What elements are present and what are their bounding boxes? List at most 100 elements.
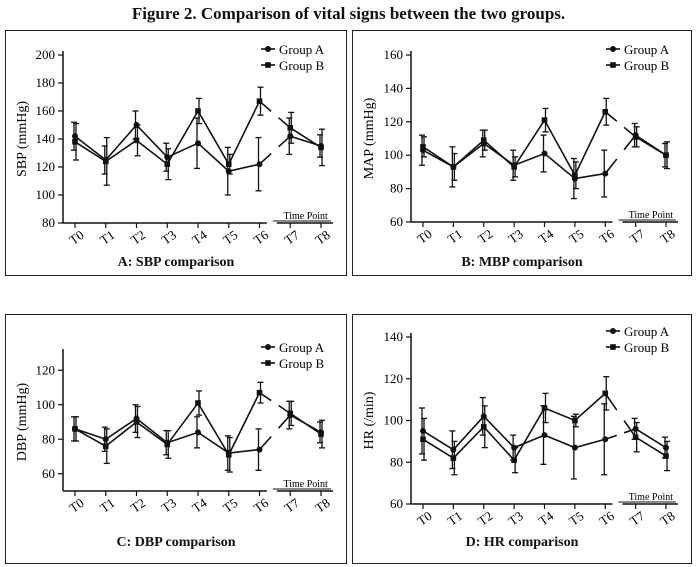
point-group-a-t6 [602, 170, 609, 177]
figure-title: Figure 2. Comparison of vital signs betw… [131, 4, 566, 23]
point-group-b-t6 [602, 390, 609, 397]
point-group-b-t8 [318, 431, 324, 437]
y-axis-title: DBP (mmHg) [15, 382, 30, 461]
legend-label-group-b: Group B [279, 58, 324, 73]
x-tick-label-t1: T1 [97, 495, 117, 516]
point-group-a-t1 [102, 436, 109, 443]
point-group-b-t7 [632, 134, 639, 140]
point-group-b-t1 [450, 455, 457, 461]
x-tick-label-t5: T5 [566, 508, 586, 529]
point-group-b-t0 [72, 426, 78, 432]
y-tick-label: 100 [36, 187, 56, 202]
y-tick-label: 140 [36, 131, 56, 146]
mbp-chart: 60 80 100 120 140 160 T0 T1 T2 T3 T4 T5 T6 T7 T8 Time P… [362, 42, 678, 247]
point-group-b-t1 [102, 443, 109, 449]
x-tick-label-t5: T5 [220, 495, 240, 516]
point-group-a-t6 [256, 161, 263, 168]
point-group-a-t4 [195, 140, 201, 147]
point-group-b-t0 [72, 139, 78, 145]
point-group-b-t8 [663, 152, 669, 158]
panel-mbp: 60 80 100 120 140 160 T0 T1 T2 T3 T4 T5 T6 T7 T8 Time P… [352, 30, 692, 276]
sbp-chart: 80 100 120 140 160 180 200 T0 T1 T2 T3 T4 T5 T6 T7 T8 Ti… [15, 42, 333, 248]
series-line-tail [289, 127, 322, 149]
point-group-a-t7 [632, 425, 639, 432]
point-group-a-t5 [571, 444, 578, 451]
legend-marker-circle [265, 344, 271, 350]
x-tick-label-t4: T4 [536, 508, 557, 529]
point-group-b-t4 [541, 117, 548, 123]
point-group-b-t3 [511, 164, 517, 170]
point-group-b-t8 [318, 144, 324, 151]
series-line-tail [635, 436, 667, 457]
series-break-a [604, 158, 618, 175]
point-group-b-t1 [450, 164, 457, 170]
y-tick-label: 180 [36, 75, 56, 90]
point-group-b-t6 [256, 389, 263, 396]
point-group-b-t5 [225, 161, 232, 167]
legend-marker-circle [610, 328, 616, 334]
x-tick-label-t0: T0 [414, 226, 434, 247]
point-group-b-t2 [133, 419, 140, 425]
y-tick-label: 120 [384, 371, 404, 386]
x-tick-label-t8: T8 [312, 495, 332, 516]
y-tick-label: 140 [384, 329, 404, 344]
panel-sbp: 80 100 120 140 160 180 200 T0 T1 T2 T3 T4 T5 T6 T7 T8 Ti… [5, 30, 347, 276]
x-tick-label-t7: T7 [627, 508, 648, 529]
x-axis-title: Time Point [629, 210, 674, 221]
y-tick-label: 60 [42, 466, 55, 481]
y-tick-label: 100 [384, 147, 404, 162]
point-group-a-t4 [541, 432, 548, 439]
y-tick-label: 80 [390, 454, 403, 469]
caption-sbp: A: SBP comparison [117, 255, 235, 270]
x-tick-label-t6: T6 [251, 495, 272, 516]
x-tick-label-t0: T0 [66, 495, 86, 516]
point-group-a-t8 [663, 444, 669, 451]
point-group-a-t1 [450, 446, 457, 453]
y-tick-label: 140 [384, 80, 404, 95]
x-tick-label-t2: T2 [128, 495, 148, 516]
y-tick-label: 160 [36, 103, 56, 118]
x-tick-label-t8: T8 [657, 508, 677, 529]
y-tick-label: 80 [42, 431, 55, 446]
y-tick-label: 120 [36, 159, 56, 174]
y-tick-label: 160 [384, 47, 404, 62]
point-group-b-t6 [256, 98, 263, 104]
x-axis-title: Time Point [283, 479, 328, 490]
point-group-b-t5 [225, 451, 232, 458]
point-group-b-t0 [420, 436, 426, 443]
legend-marker-circle [265, 46, 271, 52]
point-group-b-t7 [632, 434, 639, 440]
x-tick-label-t3: T3 [158, 495, 178, 516]
x-tick-label-t2: T2 [475, 508, 495, 529]
x-axis-title: Time Point [629, 492, 674, 503]
y-tick-label: 120 [36, 362, 56, 377]
x-tick-label-t6: T6 [596, 508, 617, 529]
y-tick-label: 60 [390, 214, 403, 229]
hr-chart: 60 80 100 120 140 T0 T1 T2 T3 T4 T5 T6 T7 T8 Time Poin… [362, 324, 678, 529]
x-tick-label-t1: T1 [445, 508, 465, 529]
point-group-b-t7 [287, 125, 294, 131]
x-tick-label-t3: T3 [505, 226, 525, 247]
x-tick-label-t1: T1 [445, 226, 465, 247]
caption-hr: D: HR comparison [465, 535, 579, 550]
x-tick-label-t5: T5 [566, 226, 586, 247]
y-tick-label: 200 [36, 47, 56, 62]
y-tick-label: 60 [390, 496, 403, 511]
panel-hr: 60 80 100 120 140 T0 T1 T2 T3 T4 T5 T6 T7 T8 Time Poin… [352, 314, 692, 564]
y-axis-title: MAP (mmHg) [362, 97, 377, 179]
point-group-a-t7 [287, 133, 294, 140]
y-tick-label: 80 [42, 215, 55, 230]
y-axis-title: HR (/min) [362, 391, 377, 449]
point-group-b-t4 [195, 400, 201, 406]
point-group-b-t2 [480, 423, 487, 430]
point-group-b-t2 [133, 137, 140, 144]
x-tick-label-t4: T4 [536, 226, 557, 247]
point-group-b-t3 [164, 441, 171, 448]
caption-mbp: B: MBP comparison [461, 255, 583, 270]
point-group-a-t0 [420, 427, 426, 434]
legend-label-group-a: Group A [624, 42, 670, 57]
point-group-a-t2 [480, 413, 487, 420]
y-tick-label: 80 [390, 181, 403, 196]
legend-marker-circle [610, 46, 616, 52]
point-group-a-t4 [195, 429, 201, 436]
